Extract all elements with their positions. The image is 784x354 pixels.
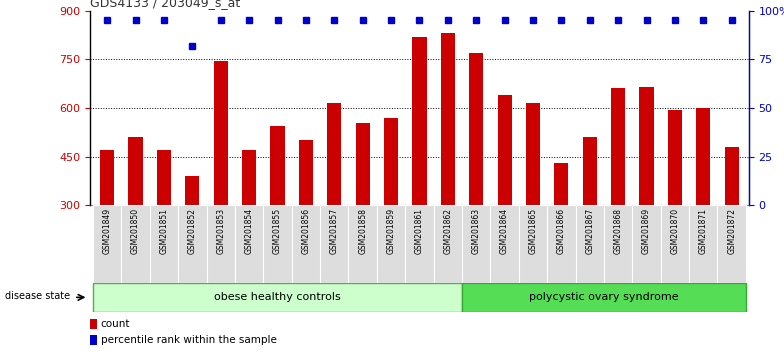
Bar [633, 205, 661, 283]
Bar [185, 176, 199, 205]
Bar [583, 137, 597, 205]
Text: GSM201851: GSM201851 [159, 208, 169, 254]
Bar [526, 103, 540, 205]
Text: GSM201854: GSM201854 [245, 208, 253, 254]
Bar [441, 33, 455, 205]
Bar [604, 205, 633, 283]
Text: obese healthy controls: obese healthy controls [214, 292, 341, 302]
Text: GSM201865: GSM201865 [528, 208, 538, 254]
Bar [90, 335, 97, 345]
Text: GSM201849: GSM201849 [103, 208, 111, 254]
Bar [356, 122, 370, 205]
Text: GSM201859: GSM201859 [387, 208, 396, 254]
Text: GSM201866: GSM201866 [557, 208, 566, 254]
Text: GSM201853: GSM201853 [216, 208, 225, 254]
Bar [405, 205, 434, 283]
Bar [462, 283, 746, 312]
Bar [554, 163, 568, 205]
Bar [122, 205, 150, 283]
Bar [263, 205, 292, 283]
Bar [668, 110, 682, 205]
Text: GSM201871: GSM201871 [699, 208, 708, 254]
Bar [661, 205, 689, 283]
Bar [724, 147, 739, 205]
Bar [469, 53, 483, 205]
Bar [242, 150, 256, 205]
Bar [157, 150, 171, 205]
Bar [575, 205, 604, 283]
Bar [519, 205, 547, 283]
Text: GSM201852: GSM201852 [188, 208, 197, 254]
Text: GDS4133 / 203049_s_at: GDS4133 / 203049_s_at [90, 0, 241, 10]
Bar [434, 205, 462, 283]
Bar [689, 205, 717, 283]
Bar [299, 141, 313, 205]
Bar [491, 205, 519, 283]
Bar [640, 87, 654, 205]
Bar [611, 88, 626, 205]
Text: GSM201861: GSM201861 [415, 208, 424, 254]
Text: GSM201869: GSM201869 [642, 208, 651, 254]
Bar [348, 205, 377, 283]
Bar [178, 205, 206, 283]
Text: GSM201857: GSM201857 [330, 208, 339, 254]
Text: GSM201850: GSM201850 [131, 208, 140, 254]
Text: percentile rank within the sample: percentile rank within the sample [100, 335, 277, 345]
Bar [213, 61, 228, 205]
Text: GSM201872: GSM201872 [728, 208, 736, 254]
Text: GSM201858: GSM201858 [358, 208, 367, 254]
Bar [100, 150, 114, 205]
Bar [717, 205, 746, 283]
Text: GSM201855: GSM201855 [273, 208, 282, 254]
Text: GSM201864: GSM201864 [500, 208, 509, 254]
Text: GSM201868: GSM201868 [614, 208, 622, 254]
Bar [150, 205, 178, 283]
Text: GSM201863: GSM201863 [472, 208, 481, 254]
Text: GSM201867: GSM201867 [586, 208, 594, 254]
Bar [93, 283, 462, 312]
Text: disease state: disease state [5, 291, 70, 301]
Bar [327, 103, 341, 205]
Bar [498, 95, 512, 205]
Text: GSM201862: GSM201862 [443, 208, 452, 254]
Text: polycystic ovary syndrome: polycystic ovary syndrome [529, 292, 679, 302]
Bar [412, 36, 426, 205]
Bar [235, 205, 263, 283]
Bar [320, 205, 348, 283]
Text: GSM201856: GSM201856 [301, 208, 310, 254]
Bar [93, 205, 122, 283]
Bar [292, 205, 320, 283]
Bar [270, 126, 285, 205]
Bar [90, 319, 97, 329]
Bar [377, 205, 405, 283]
Bar [462, 205, 491, 283]
Text: GSM201870: GSM201870 [670, 208, 680, 254]
Bar [384, 118, 398, 205]
Text: count: count [100, 319, 130, 329]
Bar [547, 205, 575, 283]
Bar [129, 137, 143, 205]
Bar [696, 108, 710, 205]
Bar [206, 205, 235, 283]
